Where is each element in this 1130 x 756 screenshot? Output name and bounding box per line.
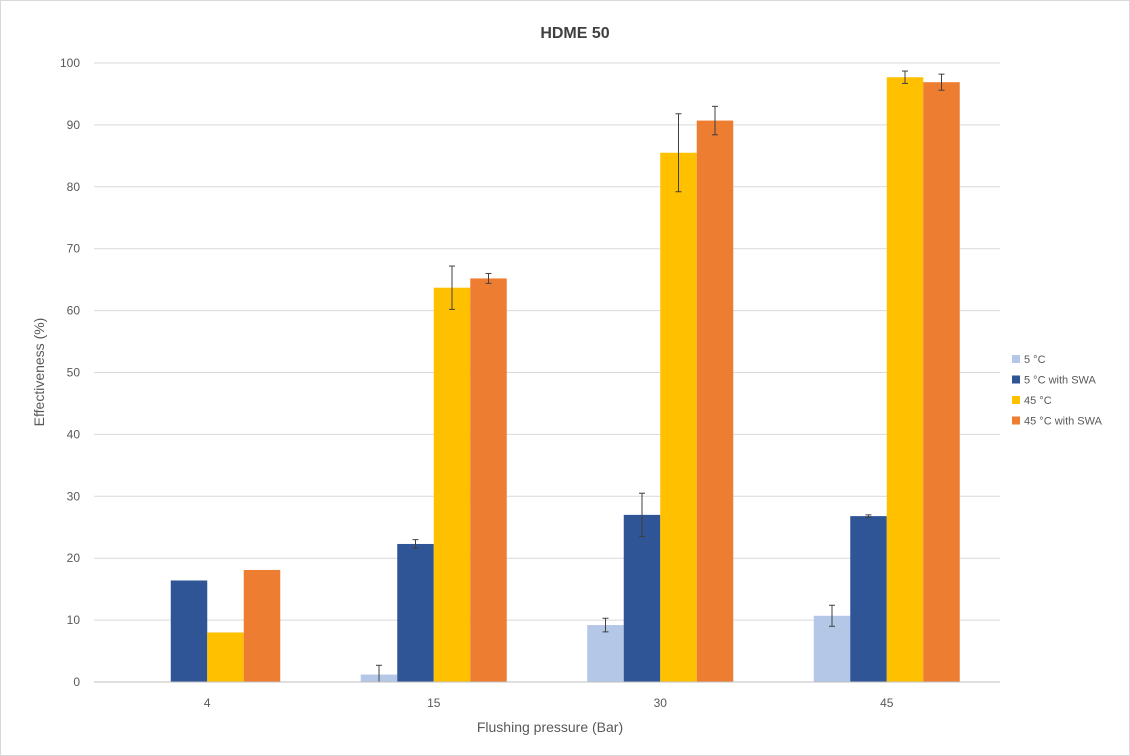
bar [923,82,960,682]
error-bar [639,492,645,538]
bar [660,152,697,682]
error-bar [865,514,872,518]
legend-swatch [1012,416,1020,425]
error-bar [449,265,455,310]
bar [470,278,507,682]
error-bar [485,272,492,284]
y-tick-label: 20 [67,551,81,565]
legend-label: 45 °C with SWA [1024,416,1103,428]
x-tick-label: 4 [204,696,211,710]
legend-swatch [1012,396,1020,404]
bar [696,120,734,682]
y-tick-label: 40 [67,427,81,441]
x-tick-label: 30 [654,696,668,710]
error-bar [675,113,682,193]
bar [886,77,924,682]
chart-title: HDME 50 [540,25,609,42]
x-axis-label: Flushing pressure (Bar) [477,719,623,735]
y-tick-label: 50 [67,366,81,380]
error-bar [938,73,945,91]
bar [243,569,281,682]
error-bar [412,539,419,549]
bar [433,287,471,682]
y-tick-label: 100 [60,56,80,70]
bar [587,625,624,682]
error-bar [829,604,835,627]
legend-label: 5 °C [1024,354,1046,366]
legend: 5 °C 5 °C with SWA 45 °C 45 °C with SWA [1012,354,1103,428]
y-tick-label: 70 [67,242,81,256]
y-axis-ticks: 0 10 20 30 40 50 60 70 80 90 100 [60,56,80,689]
bar [623,514,661,682]
y-tick-label: 90 [67,118,81,132]
y-tick-label: 60 [67,304,81,318]
bars [170,77,960,682]
bar [397,543,434,682]
bar [170,580,208,682]
legend-swatch [1012,375,1020,384]
bar [813,615,851,682]
bar [850,516,887,682]
y-tick-label: 30 [67,489,81,503]
error-bar [602,617,609,633]
y-tick-label: 80 [67,180,81,194]
y-tick-label: 0 [73,675,80,689]
y-axis-label: Effectiveness (%) [31,318,47,427]
x-tick-label: 15 [427,696,441,710]
error-bar [902,70,908,84]
legend-label: 5 °C with SWA [1024,375,1097,387]
error-bars [376,70,945,683]
y-tick-label: 10 [67,613,81,627]
error-bar [712,105,718,136]
legend-label: 45 °C [1024,395,1052,407]
legend-swatch [1012,355,1020,363]
bar [207,632,244,682]
x-tick-label: 45 [880,696,894,710]
x-axis-ticks: 4 15 30 45 [204,696,894,710]
